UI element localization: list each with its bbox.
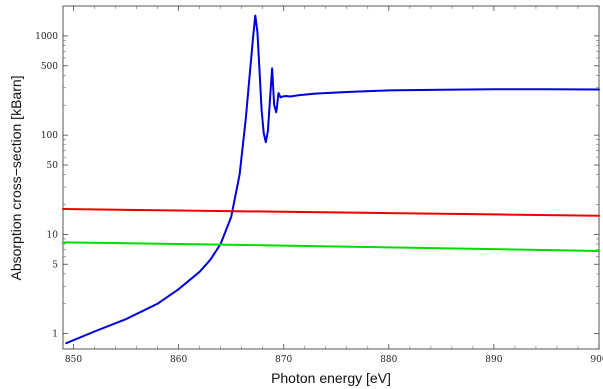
y-tick-label: 1000 xyxy=(35,32,58,42)
x-tick-label: 870 xyxy=(275,355,292,365)
y-tick-label: 500 xyxy=(41,62,58,72)
series-line-0 xyxy=(65,14,600,345)
x-axis-title: Photon energy [eV] xyxy=(271,370,391,386)
series-lines xyxy=(62,14,600,345)
x-tick-label: 850 xyxy=(65,355,82,365)
y-tick-label: 10 xyxy=(47,230,59,240)
y-tick-labels: 1 5 10 50 100 500 1000 xyxy=(35,32,58,340)
x-tick-label: 860 xyxy=(170,355,187,365)
x-tick-labels: 850 860 870 880 890 900 xyxy=(65,355,603,365)
axis-ticks xyxy=(63,6,600,349)
y-axis-title: Absorption cross−section [kBarn] xyxy=(8,75,24,280)
y-tick-label: 1 xyxy=(52,330,58,340)
x-tick-label: 880 xyxy=(380,355,397,365)
y-tick-label: 100 xyxy=(41,131,58,141)
y-tick-label: 5 xyxy=(52,260,58,270)
series-line-1 xyxy=(62,208,600,217)
series-line-2 xyxy=(62,241,600,252)
y-tick-label: 50 xyxy=(47,161,59,171)
x-tick-label: 900 xyxy=(590,355,603,365)
x-tick-label: 890 xyxy=(485,355,502,365)
plot-frame xyxy=(62,5,600,350)
